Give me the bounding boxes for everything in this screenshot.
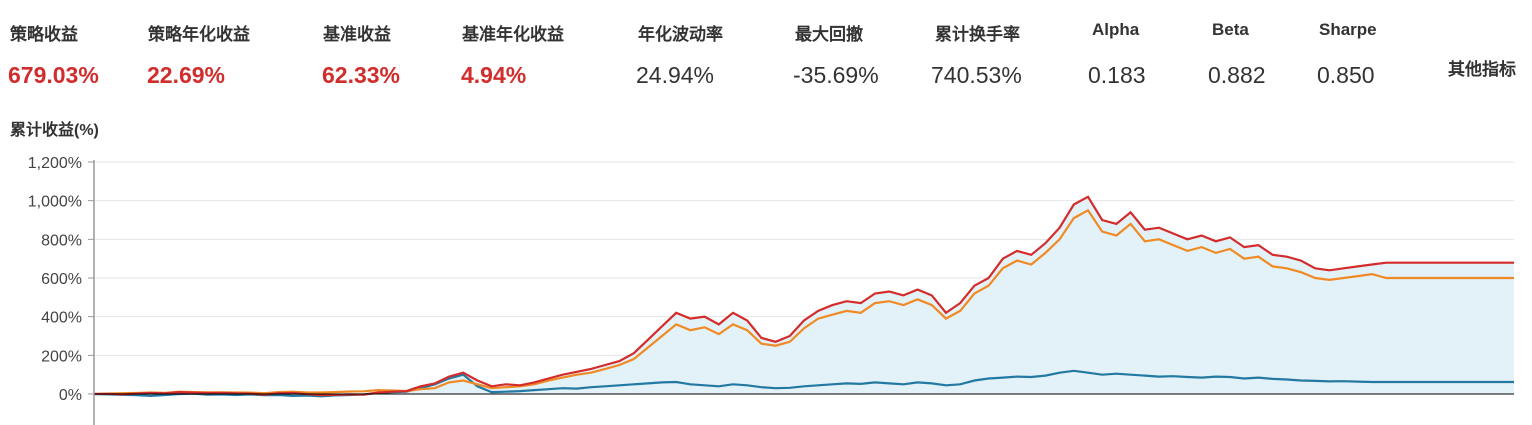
metric-label: 最大回撤 xyxy=(795,25,863,44)
metric-value: 0.882 xyxy=(1208,62,1266,88)
metric-label: 累计换手率 xyxy=(935,25,1020,44)
y-tick-label: 1,000% xyxy=(28,194,82,211)
metric-label: Alpha xyxy=(1092,20,1140,39)
y-tick-label: 600% xyxy=(41,271,82,288)
metric-value: 0.850 xyxy=(1317,62,1375,88)
metric-value: 0.183 xyxy=(1088,62,1146,88)
y-tick-label: 800% xyxy=(41,232,82,249)
metric-value: 62.33% xyxy=(322,62,401,88)
y-tick-label: 1,200% xyxy=(28,155,82,172)
chart-y-axis-ticks: 1,200%1,000%800%600%400%200%0%-200% xyxy=(28,155,94,404)
metric-value: 679.03% xyxy=(8,62,99,88)
metric-label: 策略年化收益 xyxy=(148,25,250,44)
metric-value: -35.69% xyxy=(793,62,879,88)
metrics-header: 策略收益 679.03% 策略年化收益 22.69% 基准收益 62.33% 基… xyxy=(0,0,1532,110)
chart-y-axis-title: 累计收益(%) xyxy=(10,122,99,139)
strategy-area-fill xyxy=(94,196,1514,395)
y-tick-label: 0% xyxy=(59,387,82,404)
metric-label: Beta xyxy=(1212,20,1249,39)
metric-label: 策略收益 xyxy=(10,25,78,44)
other-metrics-link[interactable]: 其他指标 xyxy=(1448,60,1516,79)
cumulative-return-chart: 1,200%1,000%800%600%400%200%0%-200% xyxy=(28,155,1514,425)
y-tick-label: 400% xyxy=(41,310,82,327)
metric-label: 基准收益 xyxy=(323,25,391,44)
metric-label: 年化波动率 xyxy=(638,25,723,44)
metric-label: Sharpe xyxy=(1319,20,1377,39)
metric-value: 22.69% xyxy=(147,62,226,88)
metric-label: 基准年化收益 xyxy=(462,25,564,44)
metric-value: 4.94% xyxy=(461,62,527,88)
strategy-alt-line xyxy=(93,208,1514,396)
metric-value: 24.94% xyxy=(636,62,715,88)
y-tick-label: 200% xyxy=(41,348,82,365)
strategy-line xyxy=(93,195,1514,397)
metric-value: 740.53% xyxy=(931,62,1022,88)
